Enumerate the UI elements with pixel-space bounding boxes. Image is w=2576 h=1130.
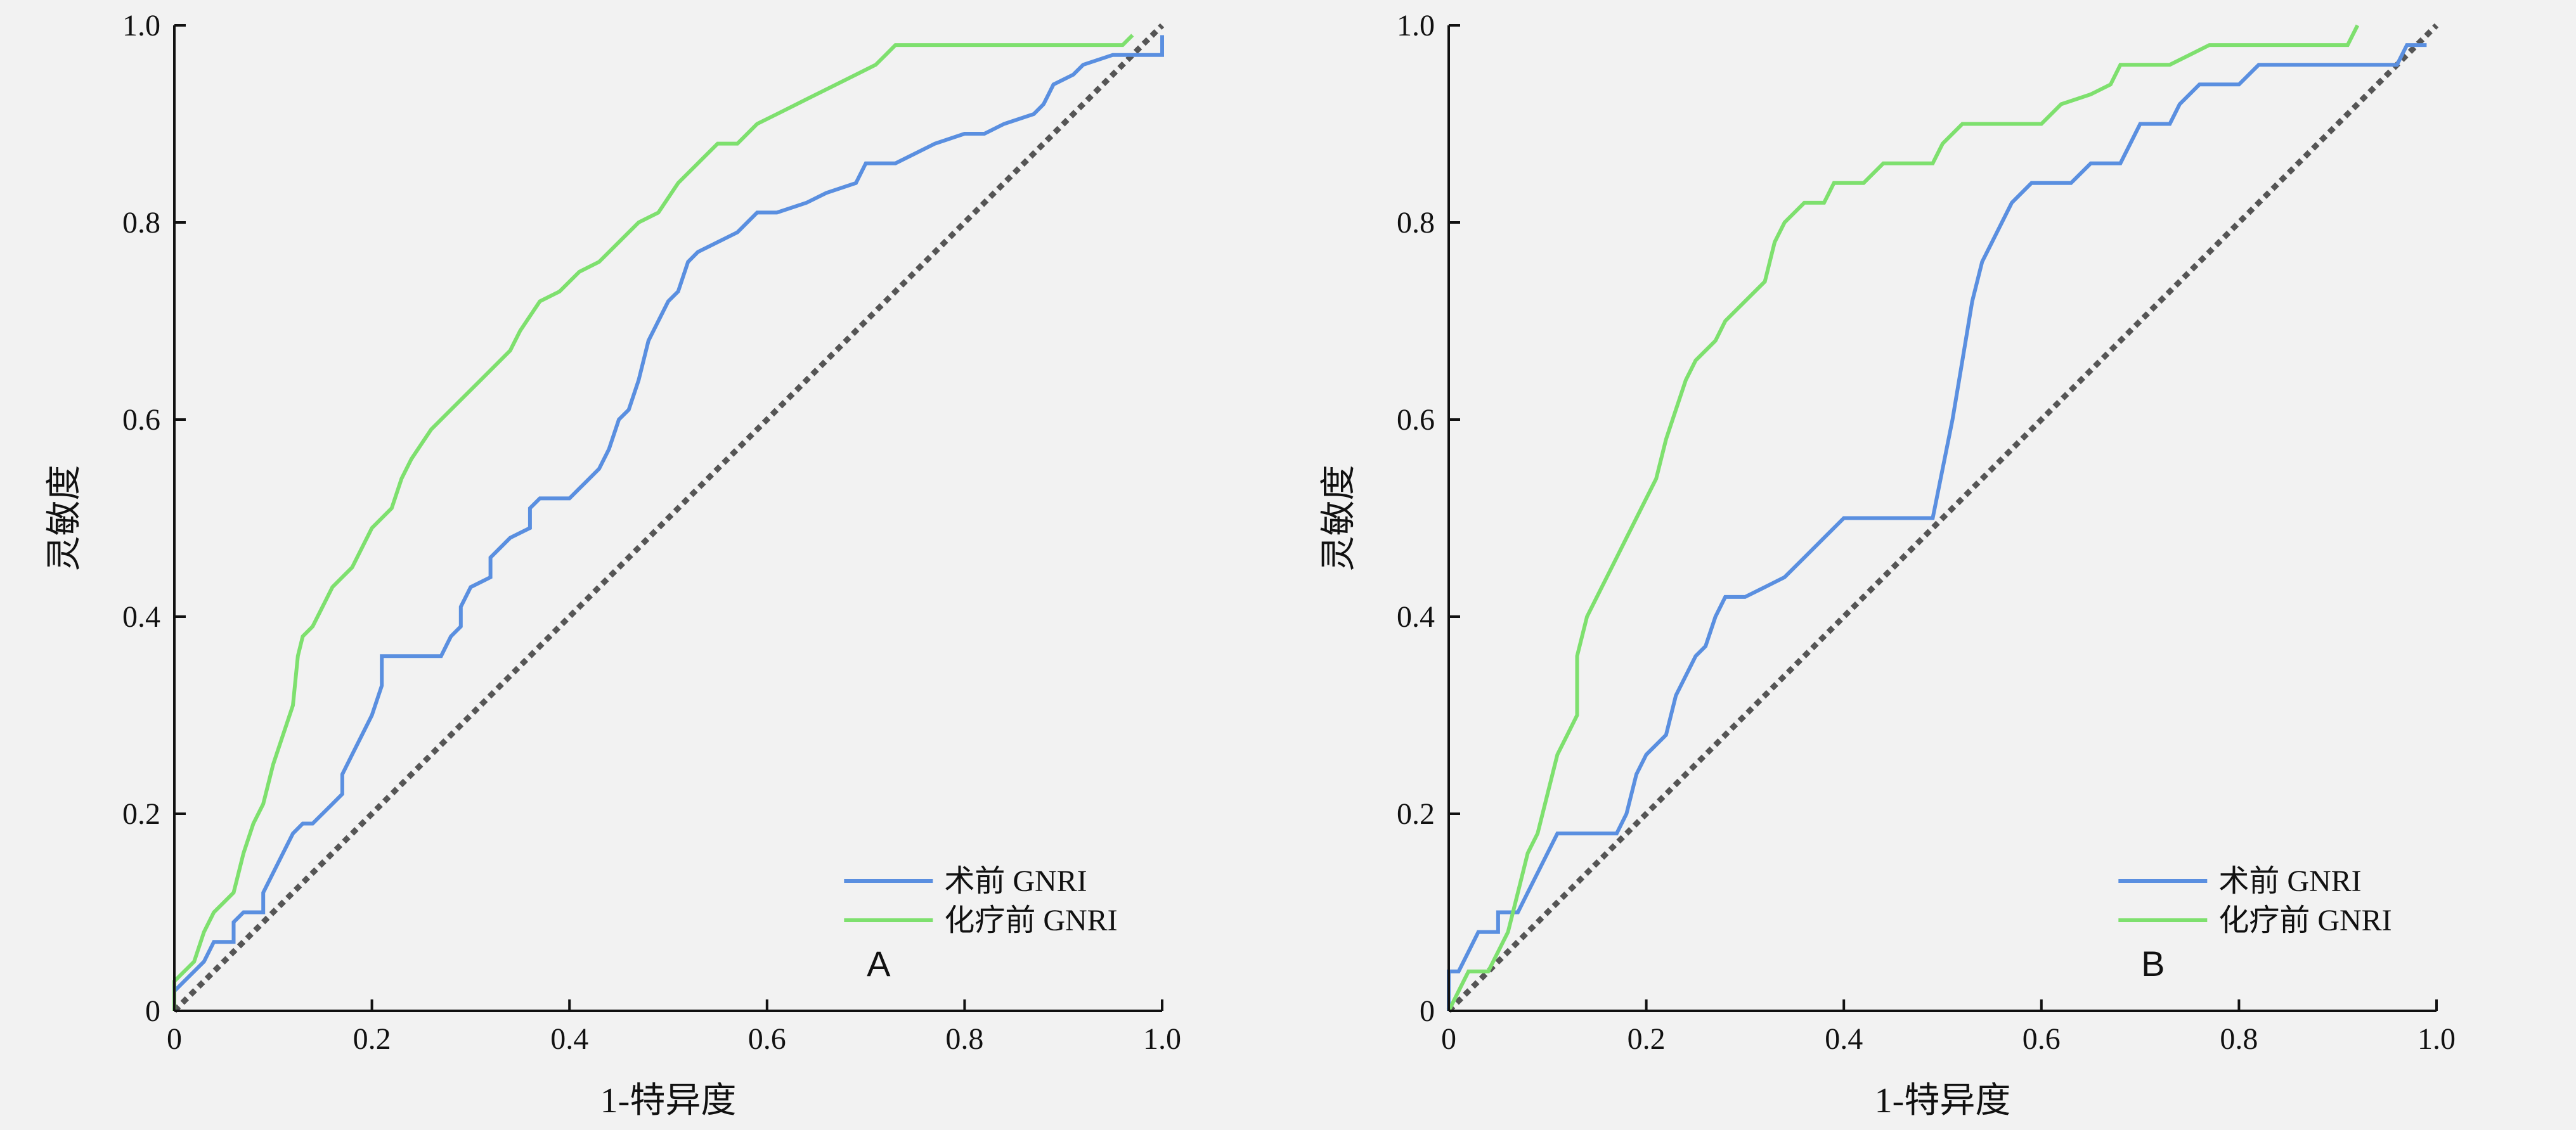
x-axis-label: 1-特异度 [600, 1081, 737, 1120]
x-tick-label: 0.6 [2023, 1022, 2061, 1056]
y-tick-label: 1.0 [122, 9, 160, 42]
y-tick-label: 0.6 [122, 403, 160, 437]
y-tick-label: 0.2 [1397, 797, 1435, 831]
x-tick-label: 0.6 [748, 1022, 786, 1056]
y-tick-label: 0.4 [1397, 600, 1435, 634]
y-tick-label: 0.8 [122, 206, 160, 240]
x-tick-label: 1.0 [2417, 1022, 2456, 1056]
roc-panel-b: 0 0.2 0.4 0.6 0.8 1.0 0 0.2 0.4 0.6 0.8 1.0 1-特异度 灵敏度… [1319, 9, 2456, 1120]
y-tick-label: 0 [1420, 994, 1435, 1028]
legend-label-prechemo-gnri: 化疗前 GNRI [944, 904, 1117, 937]
panel-label: B [2141, 944, 2165, 984]
series-line-prechemo-gnri [172, 34, 1134, 1011]
panel-label: A [867, 944, 891, 984]
legend: 术前 GNRI 化疗前 GNRI [844, 864, 1118, 937]
y-axis-label: 灵敏度 [45, 465, 84, 572]
x-tick-label: 0 [1441, 1022, 1456, 1056]
x-tick-label: 0.2 [353, 1022, 391, 1056]
y-tick-label: 0.2 [122, 797, 160, 831]
x-tick-label: 0.8 [945, 1022, 983, 1056]
legend-label-prechemo-gnri: 化疗前 GNRI [2218, 904, 2392, 937]
series-line-preop-gnri [172, 35, 1164, 1011]
x-axis-label: 1-特异度 [1875, 1081, 2011, 1120]
legend-label-preop-gnri: 术前 GNRI [2218, 864, 2361, 898]
y-tick-label: 1.0 [1397, 9, 1435, 42]
series-line-preop-gnri [1447, 43, 2427, 1011]
y-tick-label: 0.4 [122, 600, 160, 634]
reference-diagonal-line [1446, 23, 2439, 1013]
y-tick-label: 0 [145, 994, 160, 1028]
x-tick-label: 0.4 [1825, 1022, 1863, 1056]
y-axis-label: 灵敏度 [1319, 465, 1359, 572]
x-tick-label: 0.4 [550, 1022, 588, 1056]
x-tick-label: 1.0 [1143, 1022, 1181, 1056]
legend-label-preop-gnri: 术前 GNRI [944, 864, 1087, 898]
y-tick-label: 0.8 [1397, 206, 1435, 240]
x-tick-label: 0 [167, 1022, 182, 1056]
reference-diagonal-line [172, 23, 1165, 1013]
x-tick-label: 0.2 [1628, 1022, 1666, 1056]
x-tick-label: 0.8 [2220, 1022, 2258, 1056]
roc-panel-a: 0 0.2 0.4 0.6 0.8 1.0 0 0.2 0.4 0.6 0.8 1.0 1-特异度 灵敏度… [45, 9, 1181, 1120]
y-tick-label: 0.6 [1397, 403, 1435, 437]
series-line-prechemo-gnri [1447, 24, 2360, 1012]
legend: 术前 GNRI 化疗前 GNRI [2118, 864, 2392, 937]
